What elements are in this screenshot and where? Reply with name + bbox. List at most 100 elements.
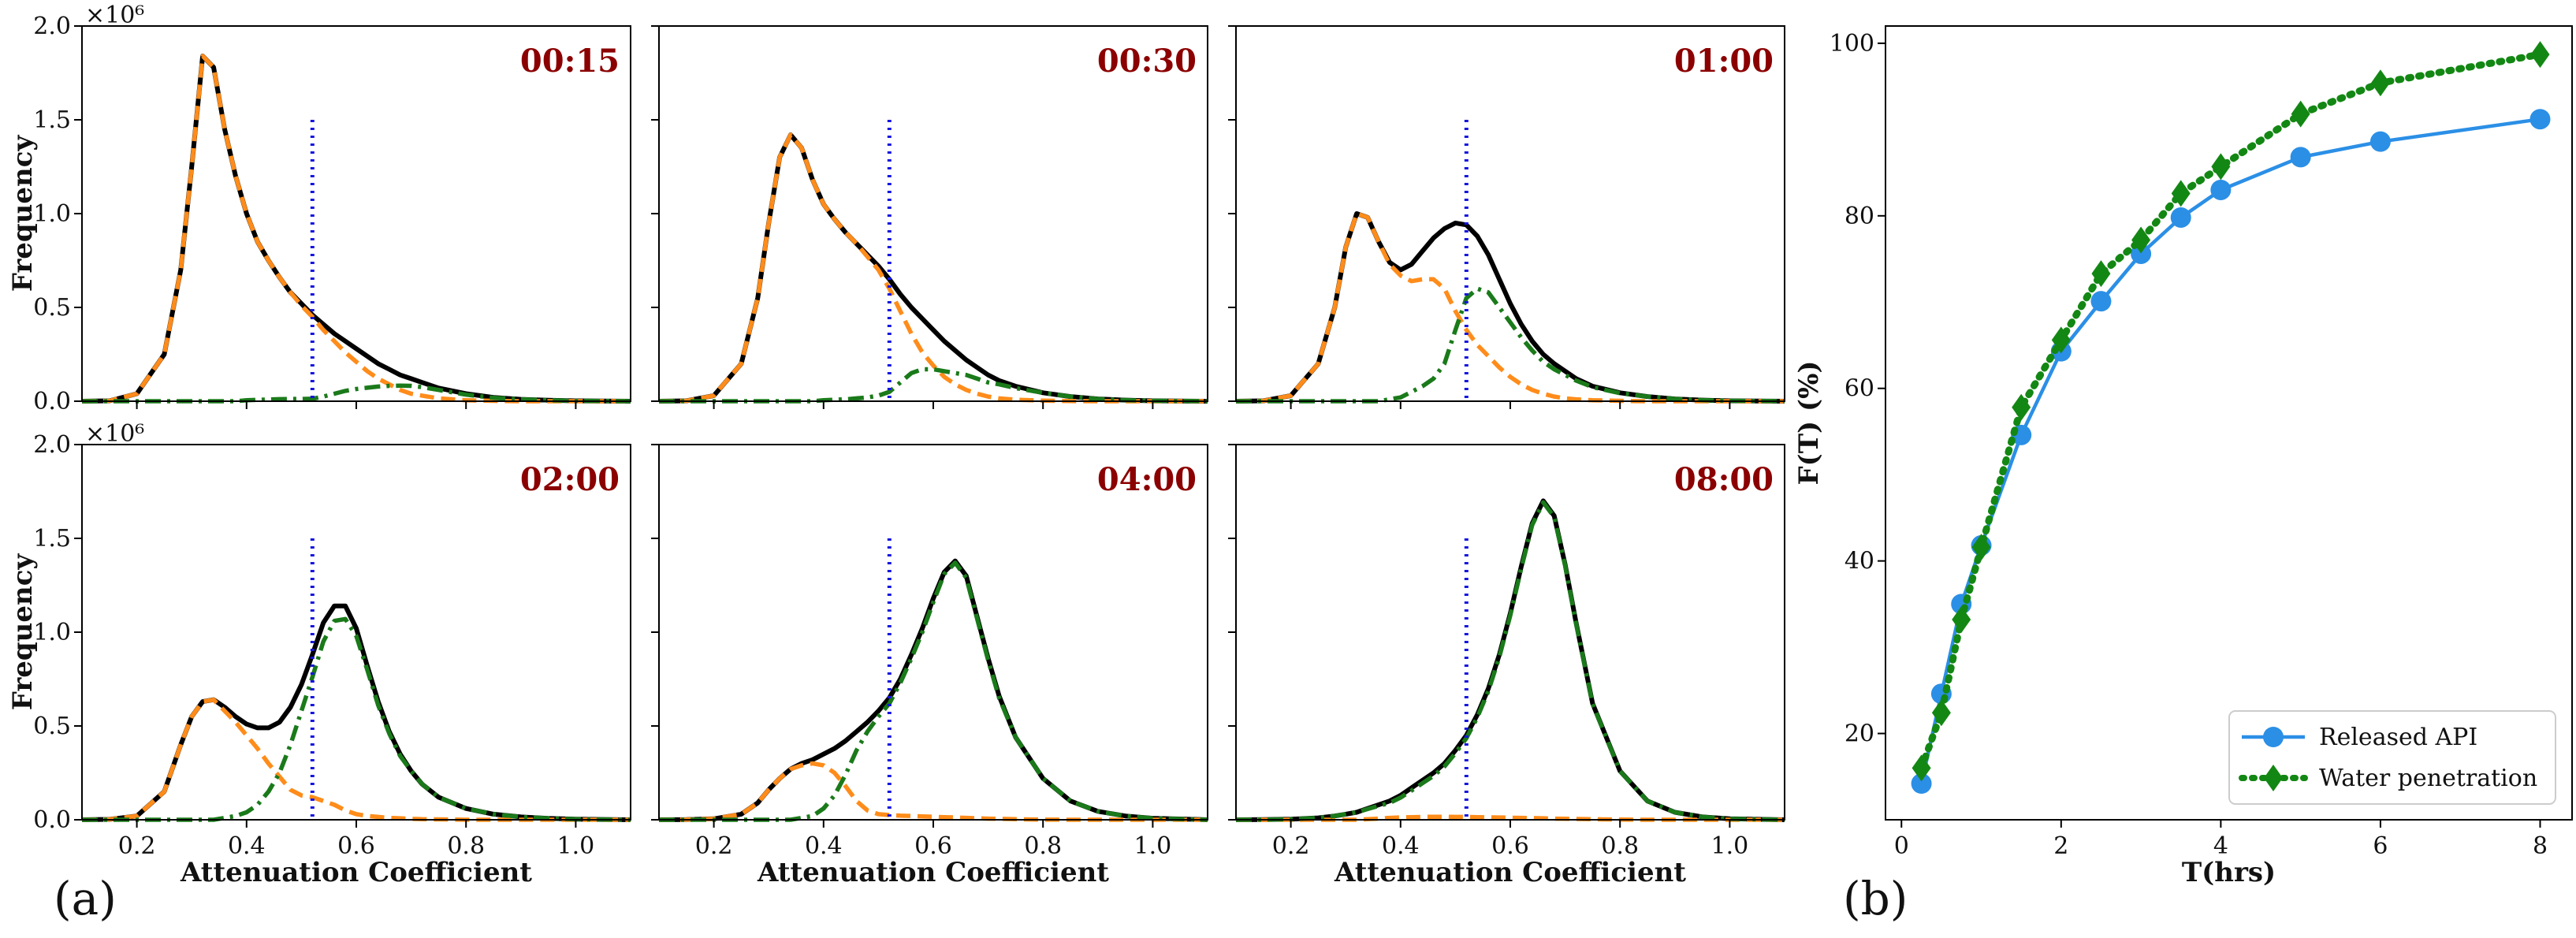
data-point <box>2090 291 2112 312</box>
x-tick-label: 1.0 <box>557 832 595 860</box>
legend-label: Water penetration <box>2319 765 2537 792</box>
panel-b: 0 2 4 6 8 20 40 60 80 100 T(hrs) F(T) (%) Released A… <box>1793 25 2573 888</box>
x-tick-label: 0.4 <box>1382 832 1420 860</box>
timestamp-label: 04:00 <box>1097 461 1197 498</box>
data-point <box>1952 606 1971 634</box>
data-point <box>2211 153 2231 181</box>
x-axis-label: Attenuation Coefficient <box>180 857 532 888</box>
data-point <box>2291 100 2310 128</box>
data-point <box>2210 179 2232 200</box>
legend: Released API Water penetration <box>2228 710 2556 805</box>
panel-label-b: (b) <box>1843 872 1908 925</box>
data-point <box>1911 773 1932 795</box>
y-axis-label: Frequency <box>7 553 39 711</box>
y-tick-label: 0.0 <box>33 806 71 834</box>
data-point <box>2170 207 2191 228</box>
legend-marker <box>2263 727 2284 747</box>
timestamp-label: 00:15 <box>520 43 620 80</box>
series-line-high-attenuation-component <box>82 616 631 822</box>
y-multiplier: ×10⁶ <box>85 2 144 29</box>
data-point <box>1931 699 1951 727</box>
x-tick-label: 0.2 <box>695 832 733 860</box>
series-line-high-attenuation-component <box>1235 500 1785 822</box>
series-line-high-attenuation-component <box>1236 286 1785 404</box>
y-axis-label: F(T) (%) <box>1793 361 1825 486</box>
y-tick-label: 0.5 <box>33 294 71 322</box>
y-tick-label: 2.0 <box>33 431 71 459</box>
y-tick-label: 0.0 <box>33 388 71 415</box>
data-point <box>2051 326 2071 354</box>
plot-frame <box>1885 25 2573 821</box>
y-tick-label: 20 <box>1845 720 1874 748</box>
x-axis-label: T(hrs) <box>2182 857 2276 888</box>
series-line-high-attenuation-component <box>82 383 631 404</box>
x-tick-label: 8 <box>2533 832 2548 860</box>
data-point <box>2131 226 2151 254</box>
timestamp-label: 02:00 <box>520 461 620 498</box>
timestamp-label: 00:30 <box>1097 43 1197 80</box>
y-multiplier: ×10⁶ <box>85 420 144 448</box>
data-point <box>2091 260 2111 288</box>
data-point <box>1971 534 1991 561</box>
data-point <box>2012 393 2031 421</box>
data-point <box>1912 754 1931 782</box>
plot-frame <box>658 444 1208 821</box>
series-line-low-attenuation-component <box>81 697 631 822</box>
series-line-total <box>1235 211 1785 404</box>
x-tick-label: 0.8 <box>1601 832 1639 860</box>
x-tick-label: 0.4 <box>805 832 843 860</box>
x-tick-label: 4 <box>2213 832 2228 860</box>
data-point <box>2529 109 2551 130</box>
series-line-low-attenuation-component <box>1235 211 1785 404</box>
legend-marker <box>2264 765 2283 791</box>
series-line-released-api <box>1919 117 2541 784</box>
x-tick-label: 1.0 <box>1711 832 1749 860</box>
x-tick-label: 0.6 <box>914 832 952 860</box>
y-tick-label: 1.5 <box>33 525 71 553</box>
x-tick-label: 0.2 <box>118 832 156 860</box>
data-point <box>2171 180 2191 207</box>
y-tick-label: 0.5 <box>33 713 71 740</box>
y-tick-label: 60 <box>1845 375 1874 403</box>
subplot-0015: 0.0 0.5 1.0 1.5 2.0 ×10⁶ Frequency 00:15 <box>7 2 631 415</box>
series-line-total <box>658 132 1208 404</box>
subplot-0200: 0.2 0.4 0.6 0.8 1.0 0.0 0.5 1.0 1.5 2.0 ×10⁶ Freque… <box>7 420 631 888</box>
x-tick-label: 1.0 <box>1134 832 1172 860</box>
x-axis-label: Attenuation Coefficient <box>1334 857 1686 888</box>
x-tick-label: 0.4 <box>228 832 266 860</box>
series-line-high-attenuation-component <box>659 560 1208 822</box>
series-line-high-attenuation-component <box>659 367 1208 404</box>
y-tick-label: 1.0 <box>33 200 71 228</box>
timestamp-label: 08:00 <box>1674 461 1774 498</box>
legend-frame <box>2228 710 2556 805</box>
data-point <box>2370 69 2390 97</box>
x-tick-label: 2 <box>2053 832 2068 860</box>
y-tick-label: 2.0 <box>33 13 71 40</box>
x-tick-label: 0.8 <box>447 832 485 860</box>
y-tick-label: 40 <box>1845 548 1874 575</box>
x-tick-label: 0.6 <box>1491 832 1529 860</box>
y-tick-label: 100 <box>1830 30 1874 58</box>
x-tick-label: 0.8 <box>1024 832 1062 860</box>
timestamp-label: 01:00 <box>1674 43 1774 80</box>
x-tick-label: 0 <box>1894 832 1909 860</box>
data-point <box>2369 131 2391 152</box>
legend-label: Released API <box>2319 724 2477 751</box>
x-tick-label: 0.6 <box>337 832 375 860</box>
y-tick-label: 1.5 <box>33 106 71 134</box>
plot-frame <box>1235 444 1785 821</box>
series-line-low-attenuation-component <box>81 54 631 404</box>
subplot-0400: 0.2 0.4 0.6 0.8 1.0 Attenuation Coefficient 04… <box>651 444 1208 888</box>
y-axis-label: Frequency <box>7 135 39 292</box>
x-tick-label: 0.2 <box>1272 832 1310 860</box>
x-axis-label: Attenuation Coefficient <box>757 857 1109 888</box>
y-tick-label: 80 <box>1845 203 1874 230</box>
subplot-0100: 01:00 <box>1228 25 1785 409</box>
series-line-low-attenuation-component <box>658 132 1208 404</box>
x-tick-label: 6 <box>2373 832 2388 860</box>
subplot-0030: 00:30 <box>651 25 1208 409</box>
series-line-water-penetration <box>1918 50 2544 772</box>
data-point <box>2290 147 2311 168</box>
subplot-0800: 0.2 0.4 0.6 0.8 1.0 Attenuation Coefficient 08… <box>1228 444 1785 888</box>
